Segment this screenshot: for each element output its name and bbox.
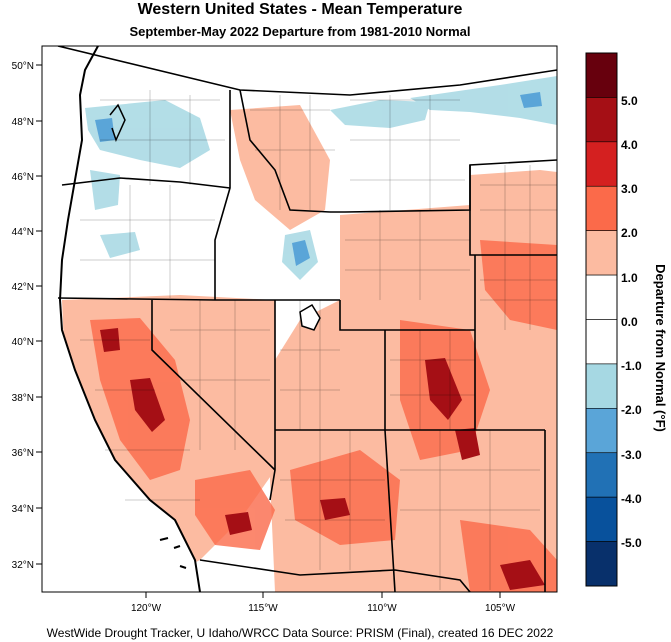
legend-swatch: [585, 363, 618, 409]
legend-swatch: [585, 52, 618, 98]
channel-islands: [159, 537, 187, 569]
lat-label: 40°N: [12, 337, 34, 348]
map-frame: [41, 45, 558, 593]
legend-label: 5.0: [621, 94, 638, 108]
lat-label: 42°N: [12, 282, 34, 293]
legend-label: 2.0: [621, 226, 638, 240]
legend-label: -4.0: [621, 492, 642, 506]
lat-label: 38°N: [12, 393, 34, 404]
lon-label: 120°W: [131, 603, 162, 614]
legend-label: 4.0: [621, 138, 638, 152]
legend-label: -5.0: [621, 536, 642, 550]
legend-label: -1.0: [621, 359, 642, 373]
lat-label: 50°N: [12, 61, 34, 72]
map-title: Western United States - Mean Temperature: [137, 1, 463, 18]
legend-label: 0.0: [621, 315, 638, 329]
lon-labels: 120°W 115°W 110°W 105°W: [131, 603, 516, 614]
legend-label: 1.0: [621, 271, 638, 285]
legend-swatch: [585, 185, 618, 231]
legend-swatch: [585, 541, 618, 587]
legend-swatch: [585, 274, 618, 320]
lat-axis: [36, 64, 42, 565]
legend-swatch: [585, 230, 618, 276]
lon-label: 115°W: [248, 603, 278, 614]
state-boundaries: [57, 46, 557, 592]
legend-title: Departure from Normal (°F): [653, 264, 668, 432]
lon-label: 105°W: [485, 603, 516, 614]
lat-label: 34°N: [12, 504, 34, 515]
coastline: [58, 46, 201, 592]
lat-labels: 50°N 48°N 46°N 44°N 42°N 40°N 38°N 36°N …: [12, 61, 34, 571]
legend-swatch: [585, 319, 618, 365]
lat-label: 36°N: [12, 448, 34, 459]
legend-label: -2.0: [621, 403, 642, 417]
great-salt-lake: [299, 303, 321, 331]
legend-label: -3.0: [621, 448, 642, 462]
lon-axis: [145, 592, 501, 598]
map-panel: [42, 46, 557, 592]
lat-label: 32°N: [12, 560, 34, 571]
source-credit: WestWide Drought Tracker, U Idaho/WRCC D…: [46, 626, 554, 640]
puget-sound: [109, 103, 126, 143]
warm-region: [90, 240, 557, 592]
county-boundaries: [80, 90, 557, 590]
lon-label: 110°W: [367, 603, 397, 614]
legend-swatch: [585, 496, 618, 542]
color-legend: [585, 52, 618, 587]
lat-label: 44°N: [12, 227, 34, 238]
legend-swatch: [585, 141, 618, 187]
map-subtitle: September-May 2022 Departure from 1981-2…: [129, 24, 471, 39]
legend-swatch: [585, 452, 618, 498]
legend-swatch: [585, 408, 618, 454]
legend-labels: 5.0 4.0 3.0 2.0 1.0 0.0 -1.0 -2.0 -3.0 -…: [621, 94, 642, 550]
lat-label: 46°N: [12, 172, 34, 183]
legend-frame: [585, 52, 618, 587]
pacific-ocean: [42, 46, 200, 592]
legend-swatch: [585, 97, 618, 143]
legend-label: 3.0: [621, 182, 638, 196]
hot-spots: [100, 328, 545, 590]
lat-label: 48°N: [12, 117, 34, 128]
